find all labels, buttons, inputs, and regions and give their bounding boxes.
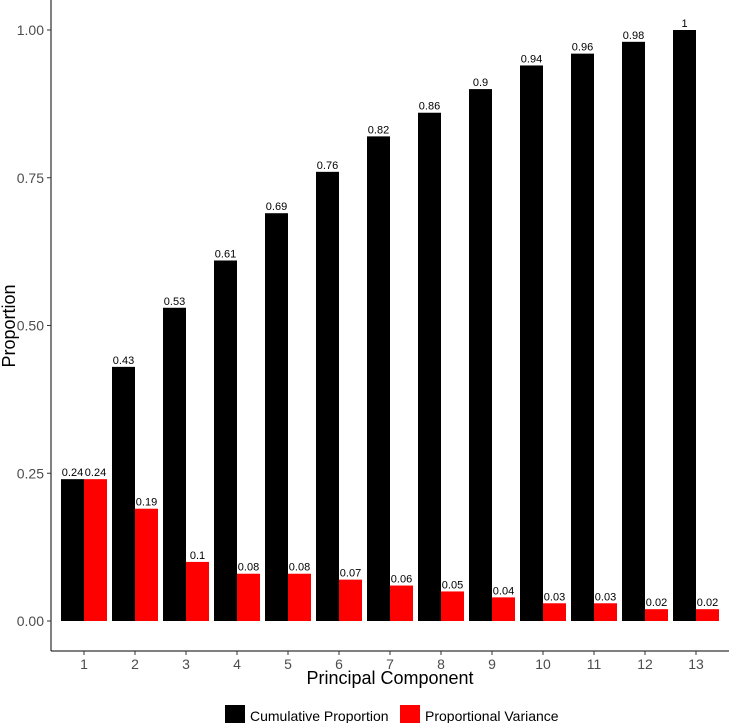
y-axis-title: Proportion — [0, 284, 19, 367]
bar-cumulative-pc-6 — [316, 171, 339, 621]
bar-cumulative-pc-2 — [112, 366, 135, 621]
bar-proportional-pc-6 — [339, 579, 362, 621]
bar-cumulative-pc-12 — [622, 41, 645, 621]
bar-label-cumulative-pc-5: 0.69 — [266, 201, 287, 213]
legend-swatch-proportional — [400, 705, 420, 723]
bar-label-proportional-pc-5: 0.08 — [289, 562, 310, 574]
y-ticks-layer: 0.00 0.25 0.50 0.75 1.00 — [17, 22, 51, 629]
x-tick-label-pc-4: 4 — [233, 656, 241, 672]
x-axis-title: Principal Component — [306, 668, 473, 688]
bar-label-proportional-pc-3: 0.1 — [190, 550, 205, 562]
bar-label-proportional-pc-9: 0.04 — [493, 585, 514, 597]
bar-labels-layer: 0.24 0.24 0.43 0.19 0.53 0.1 0.61 0.08 0.69 0.08 0… — [62, 18, 718, 609]
x-tick-label-pc-8: 8 — [437, 656, 445, 672]
bar-proportional-pc-2 — [135, 508, 158, 621]
bar-label-proportional-pc-13: 0.02 — [697, 597, 718, 609]
legend-swatch-cumulative — [225, 705, 245, 723]
bar-proportional-pc-13 — [696, 609, 719, 621]
x-tick-label-pc-10: 10 — [535, 656, 551, 672]
bar-label-cumulative-pc-13: 1 — [681, 18, 687, 30]
x-tick-label-pc-9: 9 — [488, 656, 496, 672]
bar-label-proportional-pc-6: 0.07 — [340, 568, 361, 580]
bars-layer — [61, 30, 719, 622]
bar-proportional-pc-8 — [441, 591, 464, 621]
legend-label-proportional: Proportional Variance — [425, 708, 559, 723]
x-tick-label-pc-3: 3 — [182, 656, 190, 672]
bar-label-proportional-pc-1: 0.24 — [85, 467, 106, 479]
bar-proportional-pc-5 — [288, 573, 311, 621]
bar-label-cumulative-pc-12: 0.98 — [623, 30, 644, 42]
bar-proportional-pc-9 — [492, 597, 515, 621]
bar-cumulative-pc-3 — [163, 307, 186, 621]
legend: Cumulative Proportion Proportional Varia… — [225, 705, 559, 723]
bar-label-cumulative-pc-9: 0.9 — [473, 77, 488, 89]
y-tick-label-2: 0.50 — [17, 318, 44, 334]
bar-label-proportional-pc-7: 0.06 — [391, 574, 412, 586]
bar-proportional-pc-1 — [84, 479, 107, 621]
bar-cumulative-pc-1 — [61, 479, 84, 621]
x-tick-label-pc-1: 1 — [80, 656, 88, 672]
bar-label-proportional-pc-11: 0.03 — [595, 591, 616, 603]
x-tick-label-pc-5: 5 — [284, 656, 292, 672]
legend-label-cumulative: Cumulative Proportion — [250, 708, 389, 723]
bar-label-proportional-pc-12: 0.02 — [646, 597, 667, 609]
bar-label-cumulative-pc-2: 0.43 — [113, 355, 134, 367]
bar-cumulative-pc-4 — [214, 260, 237, 621]
bar-label-cumulative-pc-3: 0.53 — [164, 296, 185, 308]
bar-label-cumulative-pc-10: 0.94 — [521, 53, 542, 65]
bar-proportional-pc-7 — [390, 585, 413, 621]
bar-proportional-pc-10 — [543, 603, 566, 621]
bar-label-cumulative-pc-6: 0.76 — [317, 160, 338, 172]
bar-cumulative-pc-8 — [418, 112, 441, 622]
bar-label-cumulative-pc-11: 0.96 — [572, 42, 593, 54]
y-tick-label-4: 1.00 — [17, 22, 44, 38]
bar-cumulative-pc-7 — [367, 136, 390, 621]
x-ticks-layer: 1 2 3 4 5 6 7 8 9 10 11 12 13 — [80, 651, 704, 672]
x-tick-label-pc-7: 7 — [386, 656, 394, 672]
x-tick-label-pc-11: 11 — [587, 656, 602, 672]
bar-proportional-pc-4 — [237, 573, 260, 621]
bar-label-proportional-pc-10: 0.03 — [544, 591, 565, 603]
bar-cumulative-pc-10 — [520, 65, 543, 621]
bar-cumulative-pc-13 — [673, 30, 696, 621]
bar-cumulative-pc-5 — [265, 213, 288, 621]
bar-label-proportional-pc-8: 0.05 — [442, 579, 463, 591]
bar-label-proportional-pc-4: 0.08 — [238, 562, 259, 574]
bar-label-cumulative-pc-7: 0.82 — [368, 124, 389, 136]
bar-label-cumulative-pc-4: 0.61 — [215, 248, 236, 260]
bar-proportional-pc-12 — [645, 609, 668, 621]
bar-proportional-pc-11 — [594, 603, 617, 621]
y-tick-label-0: 0.00 — [17, 613, 44, 629]
bar-cumulative-pc-11 — [571, 53, 594, 621]
x-tick-label-pc-6: 6 — [335, 656, 343, 672]
x-tick-label-pc-12: 12 — [637, 656, 653, 672]
y-tick-label-3: 0.75 — [17, 170, 44, 186]
bar-label-proportional-pc-2: 0.19 — [136, 497, 157, 509]
bar-cumulative-pc-9 — [469, 89, 492, 622]
x-tick-label-pc-2: 2 — [131, 656, 139, 672]
x-tick-label-pc-13: 13 — [688, 656, 704, 672]
bar-proportional-pc-3 — [186, 561, 209, 621]
y-tick-label-1: 0.25 — [17, 465, 44, 481]
bar-label-cumulative-pc-8: 0.86 — [419, 101, 440, 113]
bar-label-cumulative-pc-1: 0.24 — [62, 467, 83, 479]
